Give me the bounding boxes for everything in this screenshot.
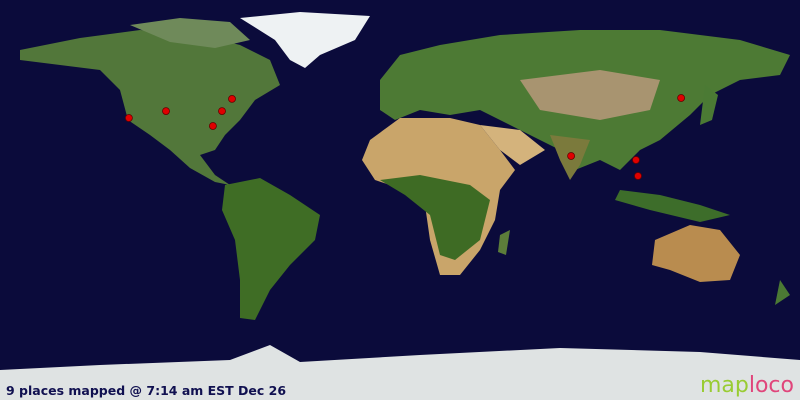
logo-loco-text: loco [748,373,794,398]
madagascar [498,230,510,255]
places-mapped-caption: 9 places mapped @ 7:14 am EST Dec 26 [6,383,287,398]
logo-map-text: map [699,373,749,398]
place-marker[interactable] [677,94,686,102]
maploco-logo[interactable]: maploco [700,373,794,398]
southeast-asia-islands [615,190,730,222]
central-asia-desert [520,70,660,120]
place-marker[interactable] [208,122,217,130]
south-america [222,178,320,320]
place-marker[interactable] [162,107,170,116]
north-america [20,30,280,185]
place-marker[interactable] [218,107,226,116]
new-zealand [775,280,790,305]
greenland [240,12,370,68]
place-markers [124,94,686,180]
japan [700,85,718,125]
arabia [480,125,545,165]
place-marker[interactable] [634,172,642,180]
place-marker[interactable] [632,156,640,164]
antarctica [0,345,800,400]
place-marker[interactable] [124,114,133,122]
place-marker[interactable] [567,152,576,160]
continents [0,12,800,400]
place-marker[interactable] [228,94,236,103]
central-africa-forest [380,175,490,260]
arctic-islands [130,18,250,48]
australia [652,225,740,282]
